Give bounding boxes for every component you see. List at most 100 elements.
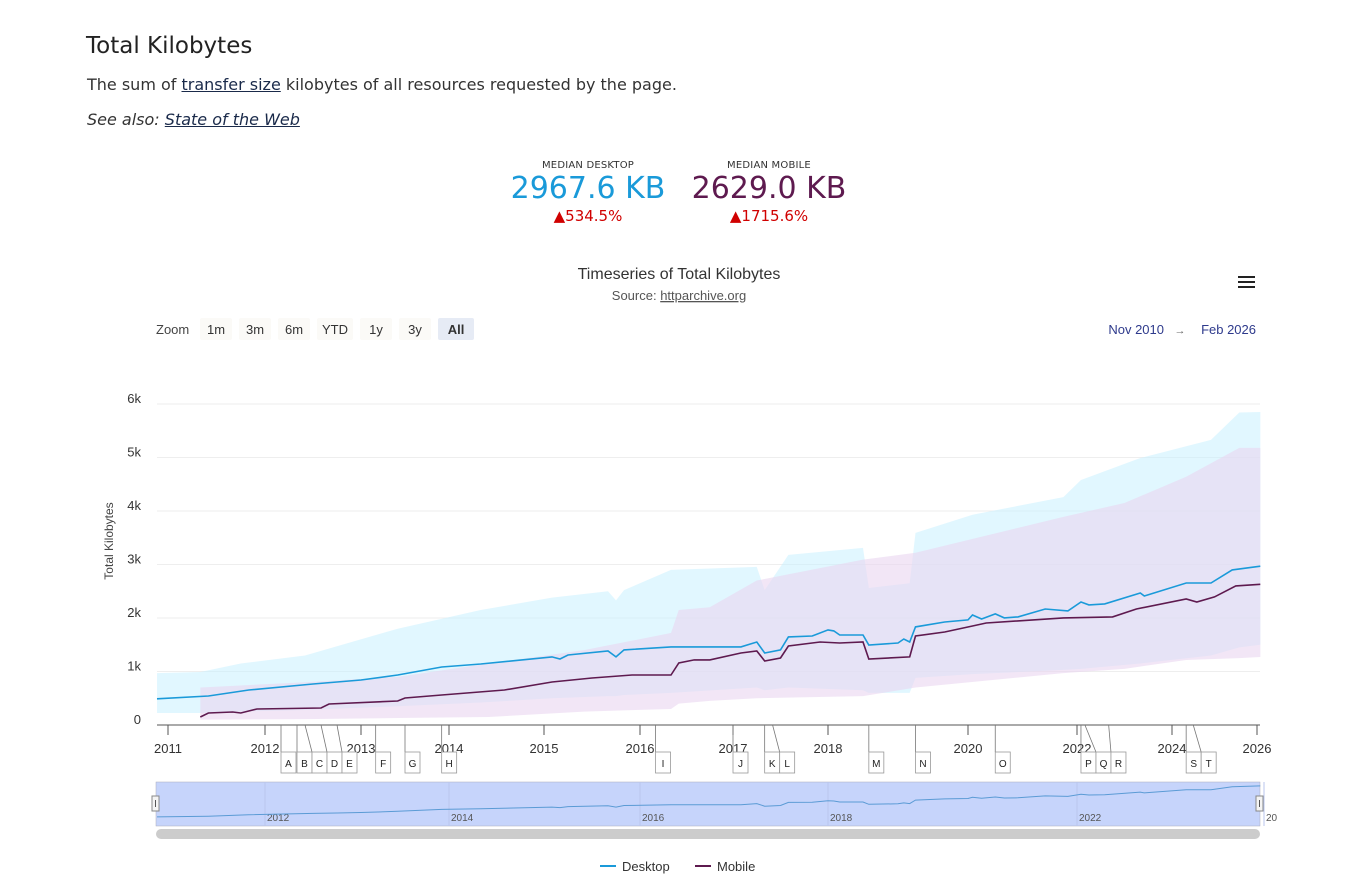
annotation-flag-e[interactable]: E — [336, 724, 358, 774]
flag-box[interactable] — [655, 751, 671, 774]
annotation-flag-r[interactable]: R — [1108, 724, 1127, 774]
desktop-data-point[interactable] — [155, 696, 160, 701]
range-button-label[interactable]: 1y — [369, 322, 383, 337]
range-button-bg[interactable] — [399, 318, 431, 340]
annotation-flag-i[interactable]: I — [655, 725, 671, 774]
desktop-data-point[interactable] — [1078, 599, 1083, 604]
desktop-data-point[interactable] — [206, 694, 211, 699]
desktop-data-point[interactable] — [395, 672, 400, 677]
desktop-data-point[interactable] — [1142, 593, 1147, 598]
range-button-label[interactable]: 3m — [246, 322, 264, 337]
mobile-data-point[interactable] — [198, 714, 203, 719]
transfer-size-link[interactable]: transfer size — [181, 75, 281, 94]
desktop-data-point[interactable] — [1002, 615, 1007, 620]
desktop-data-point[interactable] — [1258, 564, 1263, 569]
mobile-data-point[interactable] — [738, 650, 743, 655]
legend-label[interactable]: Mobile — [717, 859, 755, 874]
range-button-ytd[interactable]: YTD — [317, 318, 353, 340]
desktop-data-point[interactable] — [831, 628, 836, 633]
mobile-data-point[interactable] — [837, 640, 842, 645]
range-button-1y[interactable]: 1y — [360, 318, 392, 340]
desktop-data-point[interactable] — [622, 647, 627, 652]
annotation-flag-j[interactable]: J — [732, 725, 749, 774]
flag-box[interactable] — [441, 751, 458, 774]
mobile-data-point[interactable] — [254, 707, 259, 712]
mobile-data-point[interactable] — [762, 658, 767, 663]
desktop-data-point[interactable] — [778, 647, 783, 652]
desktop-data-point[interactable] — [942, 619, 947, 624]
desktop-data-point[interactable] — [837, 632, 842, 637]
desktop-data-point[interactable] — [754, 639, 759, 644]
scrollbar[interactable] — [156, 829, 1260, 839]
flag-box[interactable] — [779, 751, 796, 774]
flag-box[interactable] — [280, 751, 297, 774]
flag-box[interactable] — [1200, 751, 1217, 774]
desktop-data-point[interactable] — [311, 681, 316, 686]
desktop-data-point[interactable] — [614, 654, 619, 659]
desktop-data-point[interactable] — [550, 654, 555, 659]
desktop-data-point[interactable] — [1102, 601, 1107, 606]
annotation-flag-q[interactable]: Q — [1084, 724, 1112, 774]
flag-box[interactable] — [404, 751, 421, 774]
desktop-data-point[interactable] — [1043, 606, 1048, 611]
desktop-data-point[interactable] — [979, 616, 984, 621]
mobile-data-point[interactable] — [238, 711, 243, 716]
mobile-data-point[interactable] — [1212, 594, 1217, 599]
navigator[interactable]: 2012 2014 2016 2018 2022 20 — [151, 781, 1278, 827]
mobile-data-point[interactable] — [676, 660, 681, 665]
range-button-bg[interactable] — [360, 318, 392, 340]
mobile-data-point[interactable] — [861, 639, 866, 644]
annotation-flag-o[interactable]: O — [994, 725, 1011, 774]
mobile-data-point[interactable] — [786, 643, 791, 648]
mobile-data-point[interactable] — [327, 701, 332, 706]
desktop-data-point[interactable] — [606, 648, 611, 653]
range-button-label[interactable]: 1m — [207, 322, 225, 337]
desktop-data-point[interactable] — [566, 652, 571, 657]
flag-box[interactable] — [341, 751, 358, 774]
range-button-bg[interactable] — [317, 318, 353, 340]
range-button-bg[interactable] — [278, 318, 310, 340]
mobile-data-point[interactable] — [818, 639, 823, 644]
mobile-data-point[interactable] — [1194, 599, 1199, 604]
navigator-mask[interactable] — [155, 781, 1261, 827]
mobile-data-point[interactable] — [590, 675, 595, 680]
desktop-data-point[interactable] — [669, 644, 674, 649]
range-button-all[interactable]: All — [438, 318, 474, 340]
legend-item-desktop[interactable]: Desktop — [600, 859, 670, 874]
desktop-data-point[interactable] — [907, 639, 912, 644]
annotation-flag-b[interactable]: B — [296, 725, 313, 774]
mobile-data-point[interactable] — [778, 655, 783, 660]
state-of-the-web-link[interactable]: State of the Web — [164, 110, 300, 129]
range-button-bg[interactable] — [438, 318, 474, 340]
range-button-1m[interactable]: 1m — [200, 318, 232, 340]
range-to-input[interactable]: Feb 2026 — [1201, 322, 1256, 337]
desktop-data-point[interactable] — [1208, 580, 1213, 585]
mobile-data-point[interactable] — [754, 648, 759, 653]
mobile-data-point[interactable] — [984, 620, 989, 625]
annotation-flag-f[interactable]: F — [375, 725, 392, 774]
flag-box[interactable] — [375, 751, 392, 774]
range-button-3y[interactable]: 3y — [399, 318, 431, 340]
flag-box[interactable] — [868, 751, 885, 774]
annotation-flag-c[interactable]: C — [304, 724, 328, 774]
desktop-data-point[interactable] — [1230, 567, 1235, 572]
range-button-3m[interactable]: 3m — [239, 318, 271, 340]
desktop-data-point[interactable] — [1015, 614, 1020, 619]
desktop-data-point[interactable] — [478, 661, 483, 666]
desktop-data-point[interactable] — [810, 633, 815, 638]
mobile-data-point[interactable] — [1258, 582, 1263, 587]
desktop-data-point[interactable] — [786, 634, 791, 639]
mobile-data-point[interactable] — [669, 672, 674, 677]
desktop-data-point[interactable] — [359, 677, 364, 682]
desktop-data-point[interactable] — [762, 650, 767, 655]
desktop-data-point[interactable] — [866, 642, 871, 647]
mobile-data-point[interactable] — [630, 672, 635, 677]
desktop-data-point[interactable] — [1138, 590, 1143, 595]
mobile-data-point[interactable] — [1184, 596, 1189, 601]
annotation-flag-g[interactable]: G — [404, 725, 421, 774]
range-button-6m[interactable]: 6m — [278, 318, 310, 340]
desktop-data-point[interactable] — [246, 687, 251, 692]
range-button-bg[interactable] — [239, 318, 271, 340]
desktop-series-line[interactable] — [156, 565, 1261, 700]
mobile-data-point[interactable] — [1134, 606, 1139, 611]
